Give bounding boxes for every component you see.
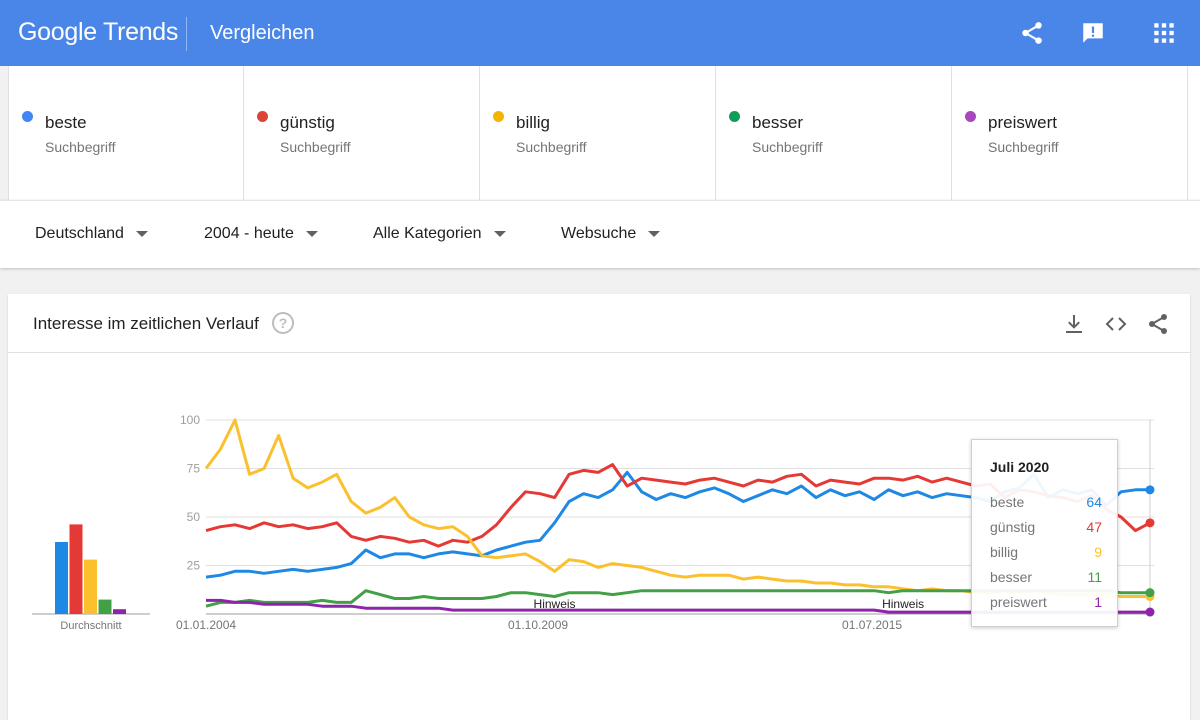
term-card-preiswert[interactable]: preiswert Suchbegriff (952, 66, 1188, 200)
term-card-beste[interactable]: beste Suchbegriff (8, 66, 244, 200)
series-color-dot (22, 111, 33, 122)
y-tick-label: 25 (187, 559, 201, 573)
average-label: Durchschnitt (60, 620, 121, 632)
term-card-besser[interactable]: besser Suchbegriff (716, 66, 952, 200)
y-tick-label: 75 (187, 462, 201, 476)
term-card-billig[interactable]: billig Suchbegriff (480, 66, 716, 200)
feedback-icon[interactable] (1080, 20, 1106, 46)
tooltip-row-guenstig: günstig 47 (990, 519, 1102, 535)
average-bar-billig (84, 559, 97, 614)
term-card-guenstig[interactable]: günstig Suchbegriff (244, 66, 480, 200)
download-icon[interactable] (1062, 312, 1086, 336)
header-divider (186, 17, 187, 51)
card-header: Interesse im zeitlichen Verlauf ? (8, 294, 1190, 353)
top-app-bar: Google Trends Vergleichen (0, 0, 1200, 66)
term-type: Suchbegriff (516, 139, 587, 155)
x-tick-label: 01.01.2004 (176, 618, 236, 632)
tooltip-row-beste: beste 64 (990, 494, 1102, 510)
annotation-hinweis[interactable]: Hinweis (534, 597, 576, 611)
annotation-hinweis[interactable]: Hinweis (882, 597, 924, 611)
series-color-dot (729, 111, 740, 122)
series-endpoint-besser (1145, 588, 1155, 598)
time-range-dropdown[interactable]: 2004 - heute (204, 225, 318, 243)
x-tick-label: 01.07.2015 (842, 618, 902, 632)
help-icon[interactable]: ? (272, 312, 294, 334)
average-bar-günstig (69, 524, 83, 614)
category-dropdown[interactable]: Alle Kategorien (373, 225, 506, 243)
series-endpoint-günstig (1145, 518, 1155, 528)
term-type: Suchbegriff (45, 139, 116, 155)
term-name: billig (516, 113, 551, 132)
y-tick-label: 100 (180, 413, 200, 427)
page-title: Vergleichen (210, 22, 315, 44)
series-endpoint-preiswert (1145, 607, 1155, 617)
term-name: besser (752, 113, 804, 132)
series-color-dot (965, 111, 976, 122)
term-name: günstig (280, 113, 335, 132)
search-terms-row: beste Suchbegriff günstig Suchbegriff bi… (8, 66, 1200, 200)
embed-icon[interactable] (1104, 312, 1128, 336)
tooltip-row-billig: billig 9 (990, 544, 1102, 560)
x-tick-label: 01.10.2009 (508, 618, 568, 632)
tooltip-date: Juli 2020 (990, 459, 1050, 475)
average-bar-beste (55, 542, 68, 614)
series-endpoint-beste (1145, 485, 1155, 495)
series-color-dot (493, 111, 504, 122)
card-title: Interesse im zeitlichen Verlauf (33, 314, 259, 333)
chevron-down-icon (135, 231, 148, 237)
tooltip-row-besser: besser 11 (990, 569, 1102, 585)
apps-icon[interactable] (1151, 20, 1177, 46)
google-trends-logo[interactable]: Google Trends (18, 18, 179, 46)
filter-bar: Deutschland 2004 - heute Alle Kategorien… (0, 200, 1200, 268)
chart-tooltip: Juli 2020 beste 64 günstig 47 billig 9 bess… (971, 439, 1118, 627)
term-name: beste (45, 113, 87, 132)
series-color-dot (257, 111, 268, 122)
term-type: Suchbegriff (988, 139, 1059, 155)
chevron-down-icon (493, 231, 506, 237)
share-icon[interactable] (1019, 20, 1045, 46)
chevron-down-icon (648, 231, 661, 237)
average-bar-besser (98, 599, 112, 614)
average-bar-preiswert (113, 609, 126, 614)
term-name: preiswert (988, 113, 1057, 132)
search-type-dropdown[interactable]: Websuche (561, 225, 661, 243)
share-icon[interactable] (1146, 312, 1170, 336)
y-tick-label: 50 (187, 510, 201, 524)
average-bar-chart: Durchschnitt (32, 524, 150, 632)
term-type: Suchbegriff (752, 139, 823, 155)
term-type: Suchbegriff (280, 139, 351, 155)
tooltip-row-preiswert: preiswert 1 (990, 594, 1102, 610)
chevron-down-icon (305, 231, 318, 237)
region-dropdown[interactable]: Deutschland (35, 225, 148, 243)
